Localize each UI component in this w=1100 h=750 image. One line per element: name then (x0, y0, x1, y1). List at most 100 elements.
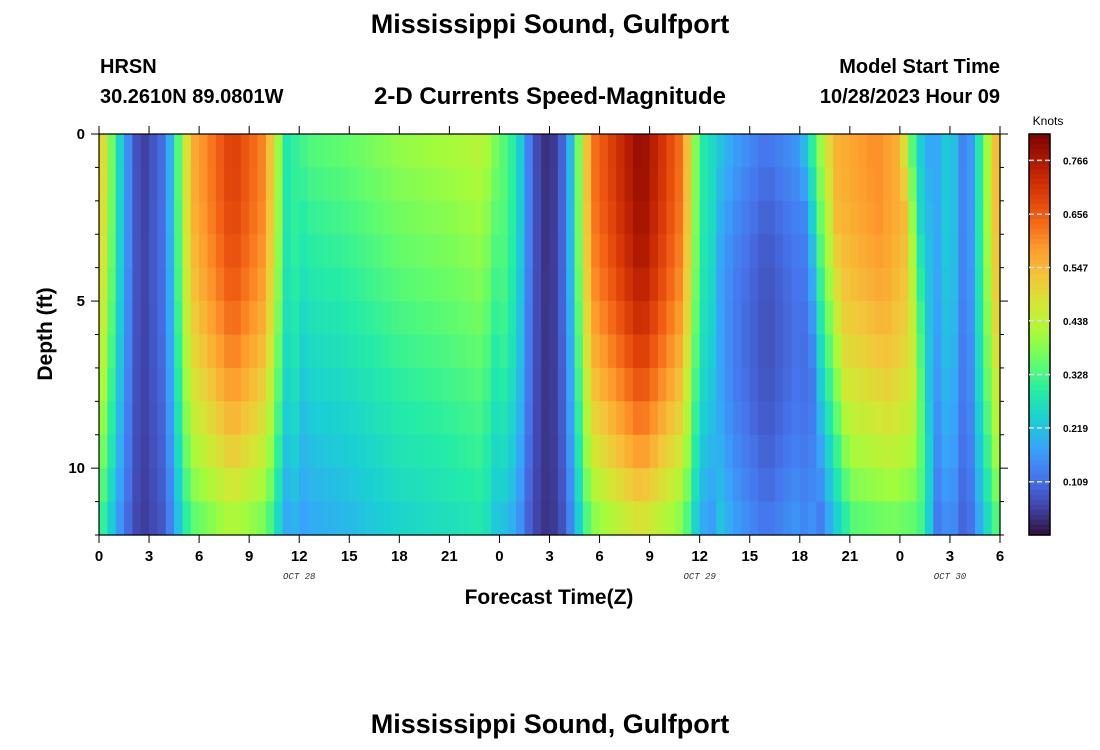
heatmap-cell (666, 200, 676, 235)
y-tick-label: 5 (77, 293, 85, 310)
heatmap-cell (616, 134, 626, 169)
heatmap-cell (641, 301, 651, 336)
heatmap-cell (382, 200, 392, 235)
heatmap-cell (190, 167, 200, 202)
heatmap-cell (699, 167, 709, 202)
heatmap-cell (324, 301, 334, 336)
heatmap-cell (849, 501, 859, 536)
heatmap-cell (399, 234, 409, 269)
heatmap-cell (257, 301, 267, 336)
heatmap-cell (557, 367, 567, 402)
heatmap-cell (149, 301, 158, 336)
colorbar-band (1029, 499, 1050, 506)
heatmap-cell (332, 367, 342, 402)
heatmap-cell (849, 367, 859, 402)
heatmap-cell (441, 267, 450, 302)
heatmap-cell (541, 234, 551, 269)
heatmap-cell (240, 434, 250, 469)
heatmap-cell (891, 301, 901, 336)
heatmap-cell (783, 167, 793, 202)
heatmap-cell (140, 200, 150, 235)
heatmap-cell (182, 367, 192, 402)
heatmap-cell (382, 401, 392, 436)
heatmap-cell (699, 301, 709, 336)
heatmap-cell (582, 267, 592, 302)
heatmap-cell (541, 501, 551, 536)
heatmap-cell (240, 234, 250, 269)
heatmap-cell (958, 267, 968, 302)
heatmap-cell (124, 234, 133, 269)
heatmap-cell (758, 434, 767, 469)
colorbar-band (1029, 244, 1050, 250)
heatmap-cell (299, 267, 309, 302)
heatmap-cell (499, 134, 509, 169)
heatmap-cell (399, 501, 409, 536)
heatmap-cell (140, 134, 150, 169)
x-tick-label: 3 (145, 548, 153, 565)
heatmap-cell (232, 301, 242, 336)
heatmap-cell (499, 367, 509, 402)
heatmap-cell (274, 167, 284, 202)
heatmap-cell (624, 367, 634, 402)
heatmap-cell (199, 301, 209, 336)
heatmap-cell (290, 367, 300, 402)
heatmap-cell (165, 401, 175, 436)
heatmap-cell (941, 301, 951, 336)
heatmap-cell (916, 167, 926, 202)
heatmap-cell (607, 234, 617, 269)
heatmap-cell (357, 134, 367, 169)
colorbar-band (1029, 139, 1050, 145)
heatmap-cell (833, 501, 843, 536)
heatmap-cell (466, 134, 476, 169)
heatmap-cell (774, 434, 784, 469)
heatmap-cell (833, 468, 843, 503)
heatmap-cell (816, 401, 826, 436)
heatmap-cell (766, 367, 776, 402)
heatmap-cell (541, 401, 551, 436)
heatmap-cell (524, 134, 534, 169)
heatmap-cell (149, 367, 158, 402)
heatmap-cell (682, 234, 692, 269)
x-tick-label: 0 (896, 548, 904, 565)
colorbar-band (1029, 369, 1050, 376)
heatmap-cell (858, 434, 868, 469)
heatmap-cell (766, 167, 776, 202)
heatmap-cell (124, 401, 133, 436)
heatmap-cell (132, 434, 142, 469)
heatmap-cell (666, 134, 676, 169)
heatmap-cell (290, 401, 300, 436)
heatmap-cell (824, 468, 834, 503)
heatmap-cell (866, 434, 876, 469)
heatmap-cell (766, 334, 776, 369)
heatmap-cell (749, 234, 759, 269)
colorbar-tick-label: 0.328 (1063, 371, 1088, 382)
heatmap-cell (958, 468, 968, 503)
heatmap-cell (290, 301, 300, 336)
heatmap-cell (399, 468, 409, 503)
heatmap-cell (332, 200, 342, 235)
heatmap-cell (240, 334, 250, 369)
heatmap-cell (199, 134, 209, 169)
heatmap-cell (891, 167, 901, 202)
heatmap-cell (674, 468, 684, 503)
heatmap-cell (949, 200, 959, 235)
heatmap-cell (966, 200, 976, 235)
heatmap-cell (974, 301, 984, 336)
heatmap-cell (774, 401, 784, 436)
heatmap-cell (632, 501, 642, 536)
heatmap-cell (274, 301, 284, 336)
colorbar-band (1029, 189, 1050, 195)
heatmap-cell (282, 134, 292, 169)
heatmap-cell (666, 501, 676, 536)
heatmap-cell (332, 401, 342, 436)
heatmap-cell (566, 401, 576, 436)
heatmap-cell (908, 334, 918, 369)
heatmap-cell (532, 434, 542, 469)
heatmap-cell (783, 301, 793, 336)
heatmap-cell (607, 301, 617, 336)
heatmap-cell (557, 167, 567, 202)
heatmap-cell (741, 234, 751, 269)
heatmap-cell (733, 200, 742, 235)
heatmap-cell (449, 200, 459, 235)
heatmap-cell (265, 267, 275, 302)
